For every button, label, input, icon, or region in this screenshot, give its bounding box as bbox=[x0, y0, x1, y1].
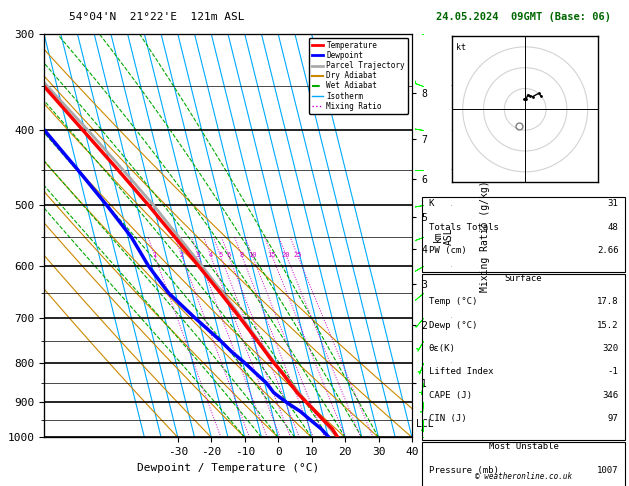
Y-axis label: km
ASL: km ASL bbox=[433, 227, 454, 244]
Text: Dewp (°C): Dewp (°C) bbox=[429, 321, 477, 330]
Text: 17.8: 17.8 bbox=[597, 297, 618, 307]
Text: Temp (°C): Temp (°C) bbox=[429, 297, 477, 307]
Text: 4: 4 bbox=[208, 252, 213, 258]
Text: 6: 6 bbox=[226, 252, 230, 258]
Text: 54°04'N  21°22'E  121m ASL: 54°04'N 21°22'E 121m ASL bbox=[69, 12, 245, 22]
Text: 1: 1 bbox=[152, 252, 157, 258]
Text: 20: 20 bbox=[282, 252, 290, 258]
Text: LCL: LCL bbox=[416, 419, 434, 429]
X-axis label: Dewpoint / Temperature (°C): Dewpoint / Temperature (°C) bbox=[137, 463, 319, 473]
Text: 48: 48 bbox=[608, 223, 618, 232]
Bar bbox=[423, 442, 625, 486]
Text: 320: 320 bbox=[603, 344, 618, 353]
Text: K: K bbox=[429, 199, 434, 208]
Text: 8: 8 bbox=[240, 252, 243, 258]
Text: θε(K): θε(K) bbox=[429, 344, 455, 353]
Y-axis label: hPa: hPa bbox=[0, 226, 2, 246]
Text: CIN (J): CIN (J) bbox=[429, 414, 467, 423]
Text: 2.66: 2.66 bbox=[597, 246, 618, 255]
Text: 15: 15 bbox=[267, 252, 276, 258]
Text: Totals Totals: Totals Totals bbox=[429, 223, 499, 232]
Y-axis label: Mixing Ratio (g/kg): Mixing Ratio (g/kg) bbox=[480, 180, 490, 292]
Text: CAPE (J): CAPE (J) bbox=[429, 391, 472, 400]
Text: 25: 25 bbox=[293, 252, 302, 258]
Text: © weatheronline.co.uk: © weatheronline.co.uk bbox=[475, 472, 572, 481]
Text: 15.2: 15.2 bbox=[597, 321, 618, 330]
Bar bbox=[423, 274, 625, 440]
Text: 5: 5 bbox=[218, 252, 222, 258]
Text: -1: -1 bbox=[608, 367, 618, 377]
Text: Most Unstable: Most Unstable bbox=[489, 442, 559, 451]
Text: 31: 31 bbox=[608, 199, 618, 208]
Text: Lifted Index: Lifted Index bbox=[429, 367, 493, 377]
Text: PW (cm): PW (cm) bbox=[429, 246, 467, 255]
Bar bbox=[423, 197, 625, 272]
Text: 1007: 1007 bbox=[597, 466, 618, 475]
Text: 10: 10 bbox=[248, 252, 256, 258]
Text: kt: kt bbox=[457, 43, 467, 52]
Text: 3: 3 bbox=[196, 252, 200, 258]
Legend: Temperature, Dewpoint, Parcel Trajectory, Dry Adiabat, Wet Adiabat, Isotherm, Mi: Temperature, Dewpoint, Parcel Trajectory… bbox=[309, 38, 408, 114]
Text: Surface: Surface bbox=[505, 274, 542, 283]
Text: 2: 2 bbox=[179, 252, 184, 258]
Text: Pressure (mb): Pressure (mb) bbox=[429, 466, 499, 475]
Text: 346: 346 bbox=[603, 391, 618, 400]
Text: 24.05.2024  09GMT (Base: 06): 24.05.2024 09GMT (Base: 06) bbox=[436, 12, 611, 22]
Text: 97: 97 bbox=[608, 414, 618, 423]
